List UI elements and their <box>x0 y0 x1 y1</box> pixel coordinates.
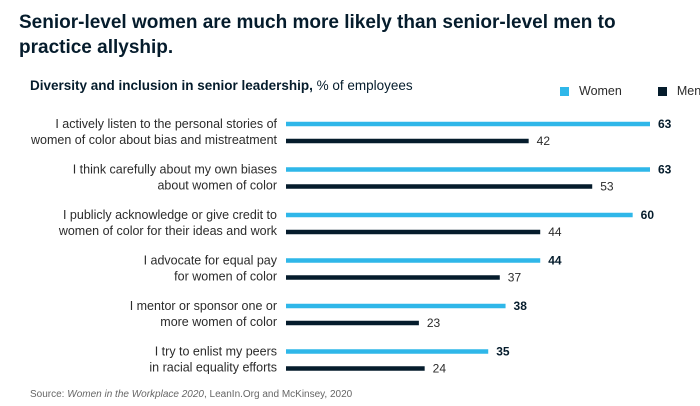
data-label-men: 44 <box>548 225 562 239</box>
category-label-line: I advocate for equal pay <box>144 254 278 268</box>
subtitle-unit: % of employees <box>312 78 413 93</box>
category-label-line: for women of color <box>174 270 277 284</box>
data-label-women: 38 <box>514 299 528 313</box>
category-label-line: women of color about bias and mistreatme… <box>30 133 277 147</box>
data-label-men: 42 <box>537 134 551 148</box>
bar-men <box>286 275 500 280</box>
bar-women <box>286 258 541 263</box>
category-label-line: about women of color <box>157 179 277 193</box>
legend-label-men: Men <box>676 84 700 98</box>
legend-item-women: Women <box>560 84 622 98</box>
bar-men <box>286 138 529 144</box>
legend-label-women: Women <box>579 84 622 98</box>
category-label: I advocate for equal pay for women of col… <box>144 254 278 284</box>
data-label-women: 63 <box>658 117 672 131</box>
category-label: I try to enlist my peers in racial equali… <box>149 345 277 375</box>
chart-headline: Senior-level women are much more likely … <box>19 12 616 58</box>
category-label-line: women of color for their ideas and work <box>58 224 278 238</box>
category-label-line: I try to enlist my peers <box>155 345 277 359</box>
chart-subtitle: Diversity and inclusion in senior leader… <box>30 78 413 93</box>
bar-men <box>286 229 541 235</box>
legend-item-men: Men <box>657 84 700 98</box>
data-label-women: 60 <box>641 208 655 222</box>
bar-women <box>286 121 650 127</box>
category-label: I actively listen to the personal storie… <box>30 117 277 147</box>
source-note: Source: Women in the Workplace 2020, Lea… <box>30 389 352 400</box>
bar-men <box>286 184 593 189</box>
source-prefix: Source: <box>30 389 68 400</box>
data-label-men: 23 <box>427 316 441 330</box>
category-label-line: in racial equality efforts <box>149 361 277 375</box>
category-label-line: more women of color <box>160 315 277 329</box>
legend-swatch-men <box>657 86 667 96</box>
source-suffix: , LeanIn.Org and McKinsey, 2020 <box>203 389 353 400</box>
data-label-women: 63 <box>658 163 672 177</box>
data-label-women: 35 <box>496 345 510 359</box>
category-label-line: I think carefully about my own biases <box>73 163 277 177</box>
subtitle-bold: Diversity and inclusion in senior leader… <box>30 78 313 93</box>
bar-women <box>286 167 650 172</box>
data-label-men: 53 <box>600 180 614 194</box>
bar-women <box>286 212 633 218</box>
source-title: Women in the Workplace 2020 <box>67 389 204 400</box>
category-label-line: I actively listen to the personal storie… <box>55 117 277 131</box>
category-label-line: I publicly acknowledge or give credit to <box>63 208 277 222</box>
legend-swatch-women <box>560 86 569 96</box>
bar-women <box>286 303 506 309</box>
category-label: I publicly acknowledge or give credit to… <box>58 208 278 238</box>
category-label: I think carefully about my own biases abo… <box>73 163 277 193</box>
data-label-women: 44 <box>548 254 562 268</box>
category-label: I mentor or sponsor one or more women of … <box>130 299 277 329</box>
category-label-line: I mentor or sponsor one or <box>130 299 277 313</box>
bar-men <box>286 320 419 326</box>
data-label-men: 37 <box>508 271 522 285</box>
bar-women <box>286 349 489 354</box>
legend: Women Men <box>560 84 700 98</box>
data-label-men: 24 <box>433 362 447 376</box>
bar-men <box>286 366 425 371</box>
